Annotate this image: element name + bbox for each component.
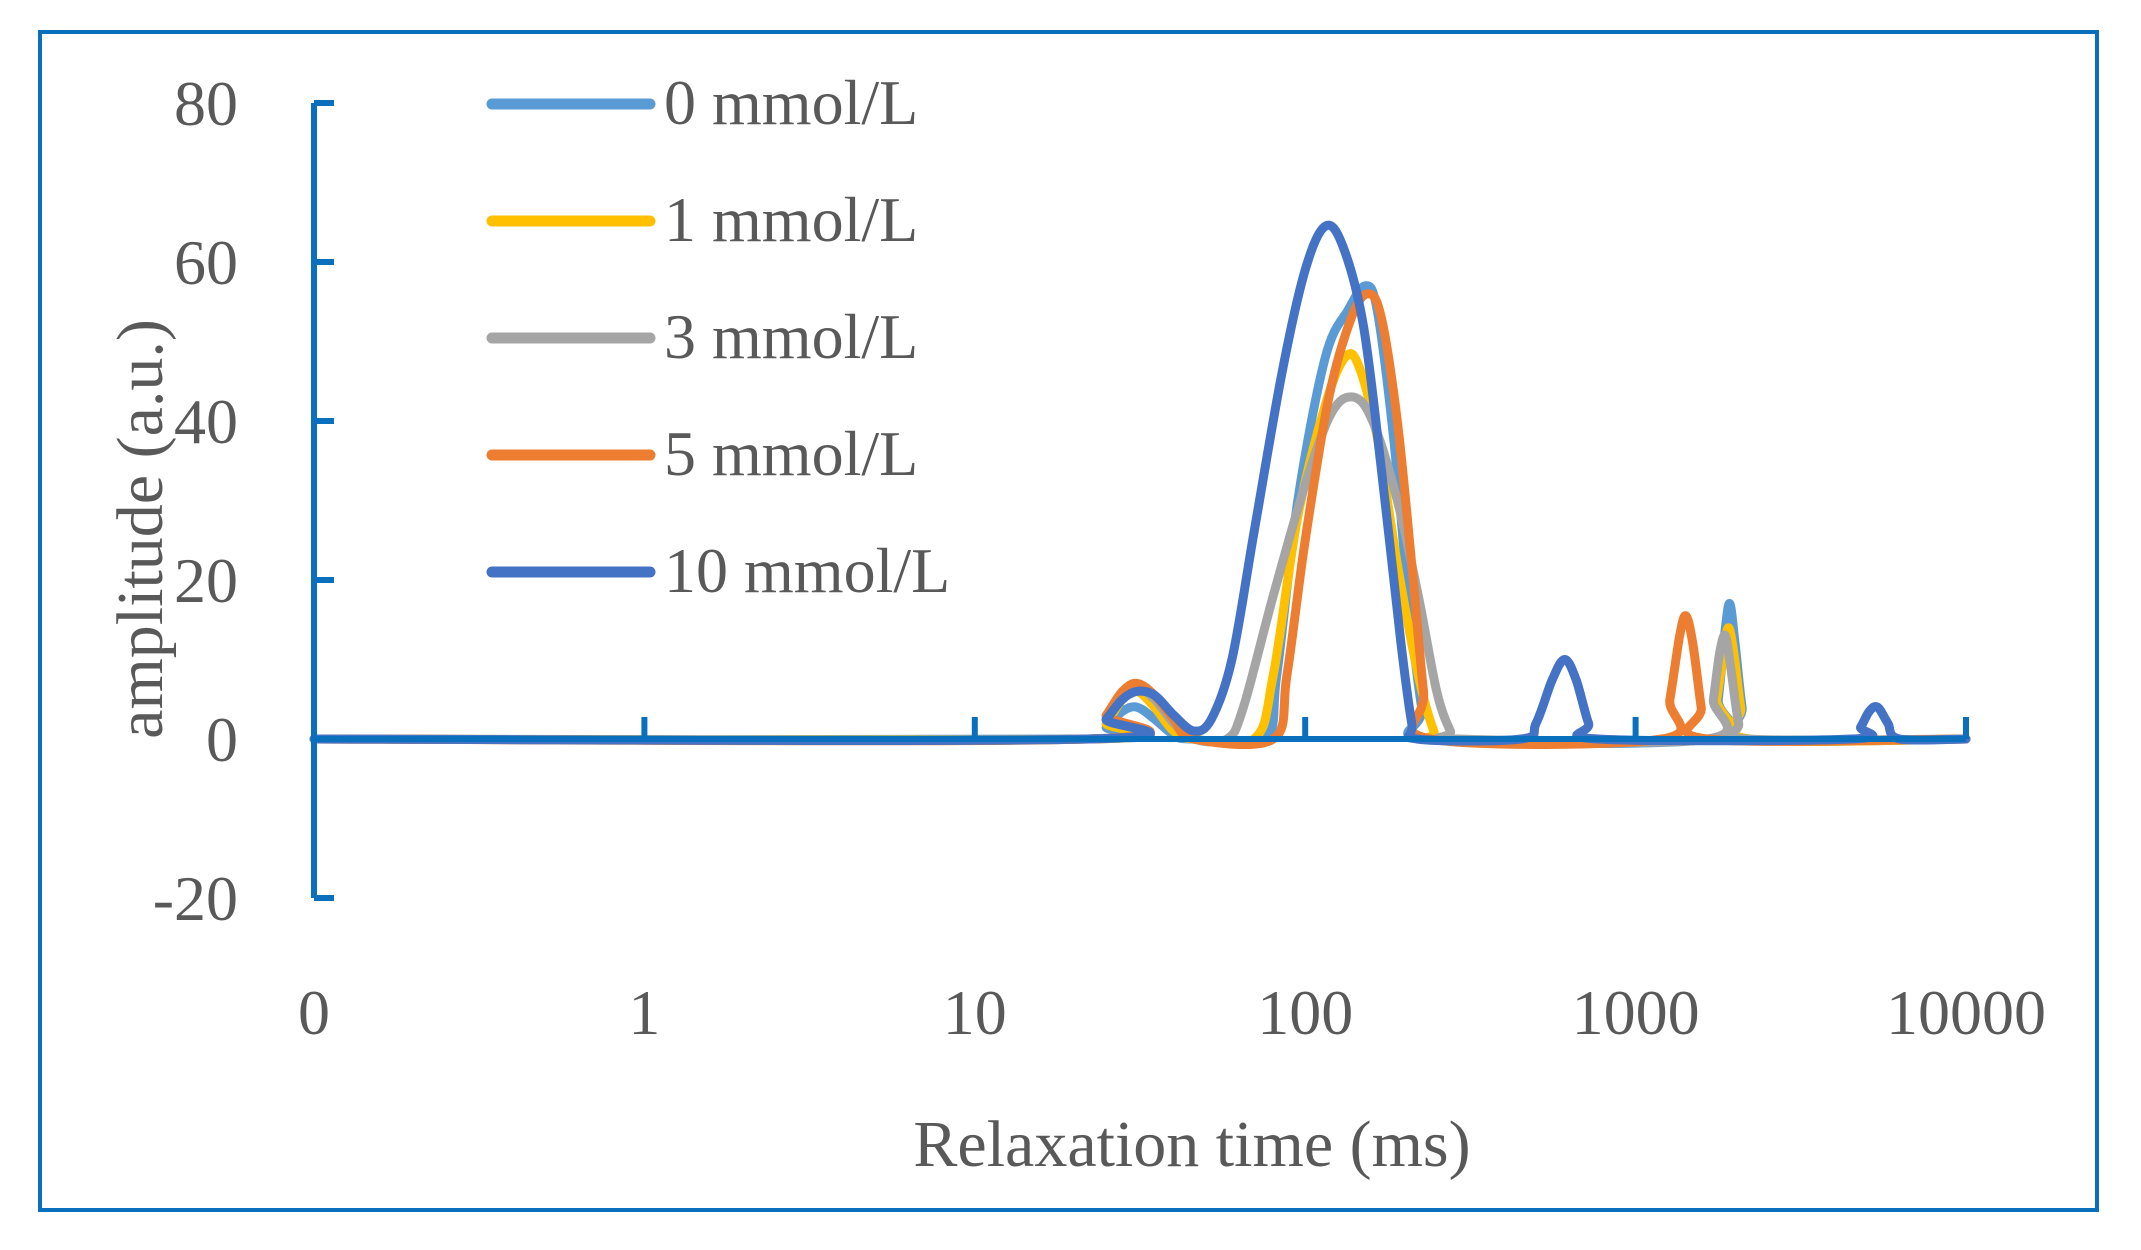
- y-axis-title: amplitude (a.u.): [104, 319, 177, 739]
- y-tick-label: 0: [206, 704, 238, 775]
- legend-label-5: 10 mmol/L: [664, 535, 950, 606]
- legend-label-4: 5 mmol/L: [664, 418, 918, 489]
- axes: [311, 100, 1969, 901]
- y-tick-label: 80: [174, 68, 238, 139]
- x-tick-label: 0: [298, 977, 330, 1048]
- y-tick-label: -20: [153, 863, 238, 934]
- legend-label-1: 0 mmol/L: [664, 67, 918, 138]
- series-line-1: [309, 281, 1971, 749]
- chart-frame: 80 60 40 20 0 -20 0 1 10 100 1000 10000 Relaxation t…: [38, 30, 2099, 1212]
- x-tick-label: 1: [628, 977, 660, 1048]
- x-tick-label: 10: [943, 977, 1007, 1048]
- line-chart: 80 60 40 20 0 -20 0 1 10 100 1000 10000 Relaxation t…: [104, 67, 2046, 1181]
- x-tick-label: 1000: [1572, 977, 1700, 1048]
- legend-label-3: 3 mmol/L: [664, 301, 918, 372]
- series-line-4: [309, 289, 1971, 750]
- legend-label-2: 1 mmol/L: [664, 184, 918, 255]
- y-tick-label: 40: [174, 386, 238, 457]
- y-tick-label: 60: [174, 227, 238, 298]
- x-tick-label: 100: [1257, 977, 1353, 1048]
- y-tick-label: 20: [174, 545, 238, 616]
- legend: 0 mmol/L 1 mmol/L 3 mmol/L 5 mmol/L 10 mmol/…: [486, 67, 950, 606]
- plot-lines: [309, 220, 1971, 750]
- x-tick-label: 10000: [1886, 977, 2046, 1048]
- x-axis-title: Relaxation time (ms): [913, 1108, 1470, 1181]
- labels: 80 60 40 20 0 -20 0 1 10 100 1000 10000 Relaxation t…: [104, 68, 2046, 1181]
